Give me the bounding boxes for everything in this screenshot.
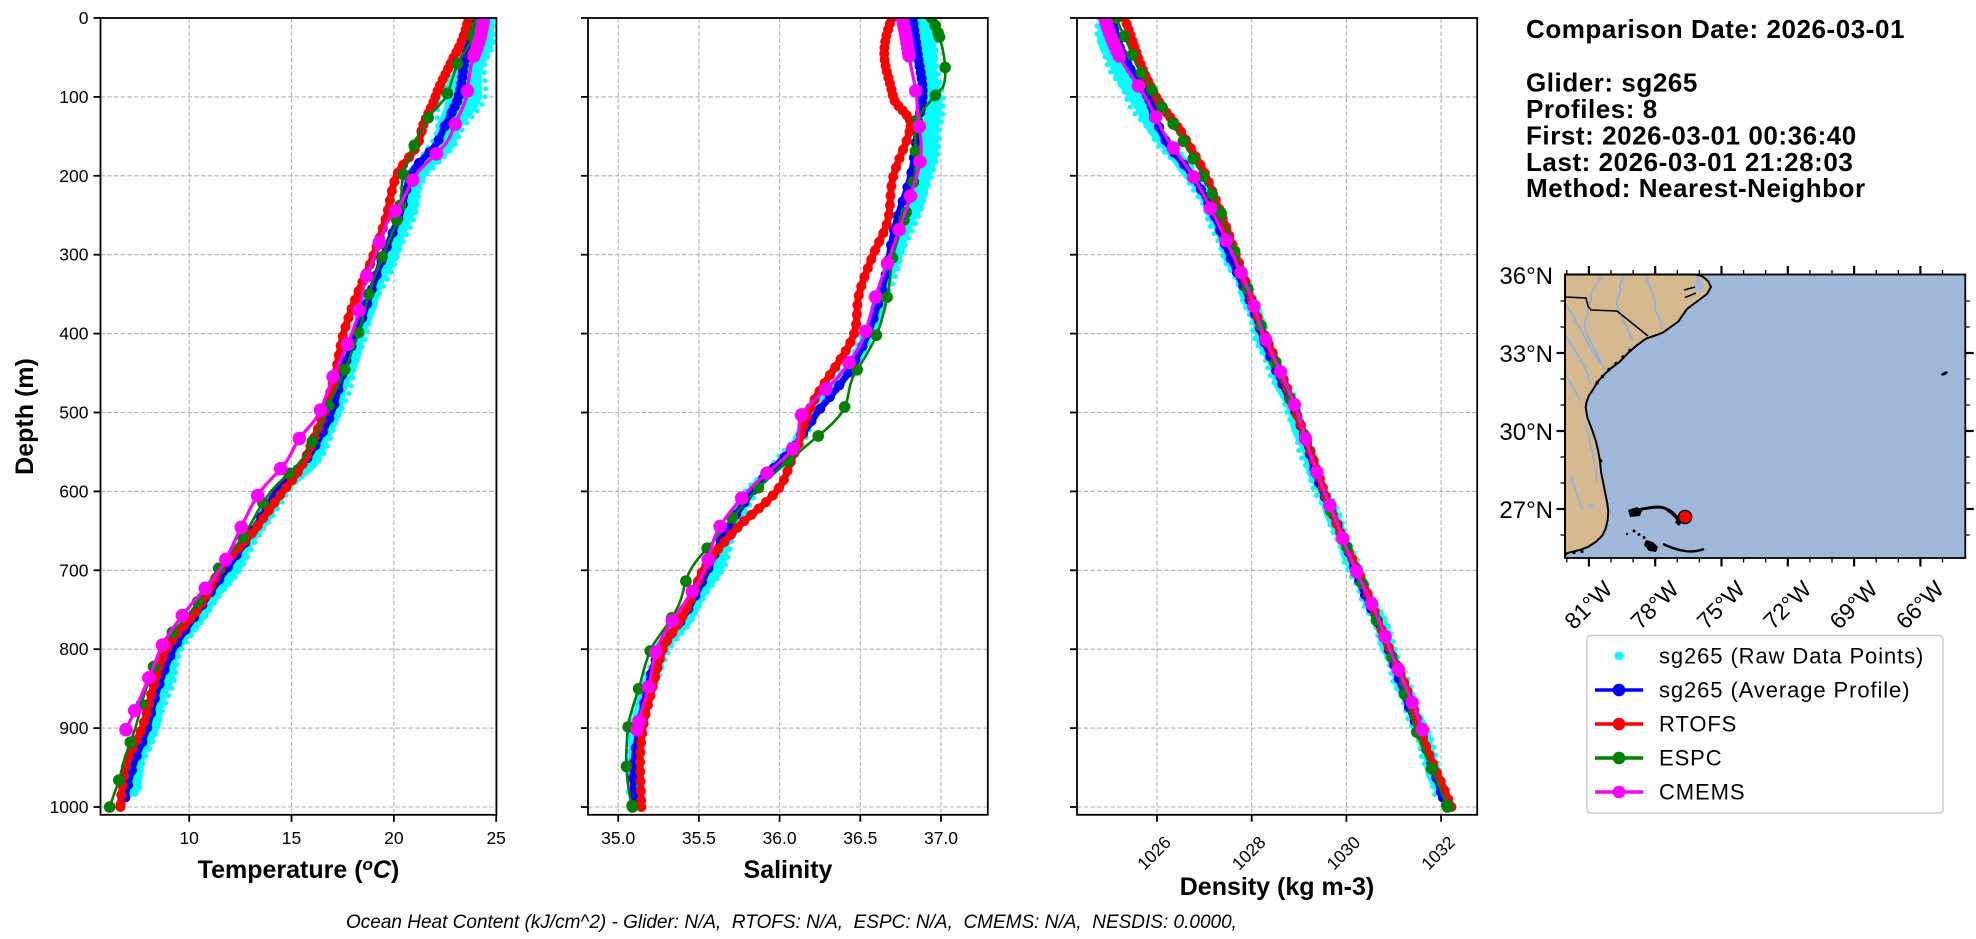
svg-text:37.0: 37.0 — [924, 828, 958, 848]
svg-text:Depth (m): Depth (m) — [11, 358, 39, 475]
svg-text:100: 100 — [59, 87, 88, 107]
svg-text:Glider: sg265: Glider: sg265 — [1526, 68, 1698, 98]
svg-text:700: 700 — [59, 560, 88, 580]
svg-text:Profiles: 8: Profiles: 8 — [1526, 94, 1658, 124]
svg-text:400: 400 — [59, 324, 88, 344]
svg-text:20: 20 — [384, 828, 404, 848]
svg-text:200: 200 — [59, 166, 88, 186]
svg-text:sg265 (Average Profile): sg265 (Average Profile) — [1659, 678, 1910, 703]
svg-text:27°N: 27°N — [1499, 497, 1553, 524]
svg-text:36°N: 36°N — [1499, 263, 1553, 290]
svg-text:35.0: 35.0 — [601, 828, 635, 848]
svg-text:36.5: 36.5 — [843, 828, 877, 848]
svg-text:15: 15 — [282, 828, 301, 848]
svg-text:sg265 (Raw Data Points): sg265 (Raw Data Points) — [1659, 644, 1924, 669]
svg-text:1000: 1000 — [50, 797, 89, 817]
svg-text:RTOFS: RTOFS — [1659, 712, 1737, 737]
svg-text:Density (kg m-3): Density (kg m-3) — [1180, 873, 1374, 901]
svg-text:900: 900 — [59, 718, 88, 738]
svg-text:30°N: 30°N — [1499, 419, 1553, 446]
svg-text:Comparison Date: 2026-03-01: Comparison Date: 2026-03-01 — [1526, 14, 1905, 44]
svg-text:0: 0 — [79, 8, 89, 28]
svg-text:Method: Nearest-Neighbor: Method: Nearest-Neighbor — [1526, 173, 1866, 203]
svg-text:35.5: 35.5 — [682, 828, 716, 848]
svg-text:First: 2026-03-01 00:36:40: First: 2026-03-01 00:36:40 — [1526, 120, 1857, 150]
svg-text:300: 300 — [59, 245, 88, 265]
svg-text:800: 800 — [59, 639, 88, 659]
svg-text:25: 25 — [486, 828, 505, 848]
svg-text:ESPC: ESPC — [1659, 746, 1723, 771]
svg-text:33°N: 33°N — [1499, 341, 1553, 368]
svg-text:10: 10 — [179, 828, 199, 848]
svg-text:Ocean Heat Content (kJ/cm^2) -: Ocean Heat Content (kJ/cm^2) - Glider: N… — [346, 912, 1237, 933]
svg-text:500: 500 — [59, 403, 88, 423]
svg-text:36.0: 36.0 — [763, 828, 797, 848]
svg-text:Last: 2026-03-01 21:28:03: Last: 2026-03-01 21:28:03 — [1526, 147, 1853, 177]
svg-text:CMEMS: CMEMS — [1659, 780, 1745, 805]
svg-text:Salinity: Salinity — [744, 856, 833, 884]
svg-text:600: 600 — [59, 481, 88, 501]
